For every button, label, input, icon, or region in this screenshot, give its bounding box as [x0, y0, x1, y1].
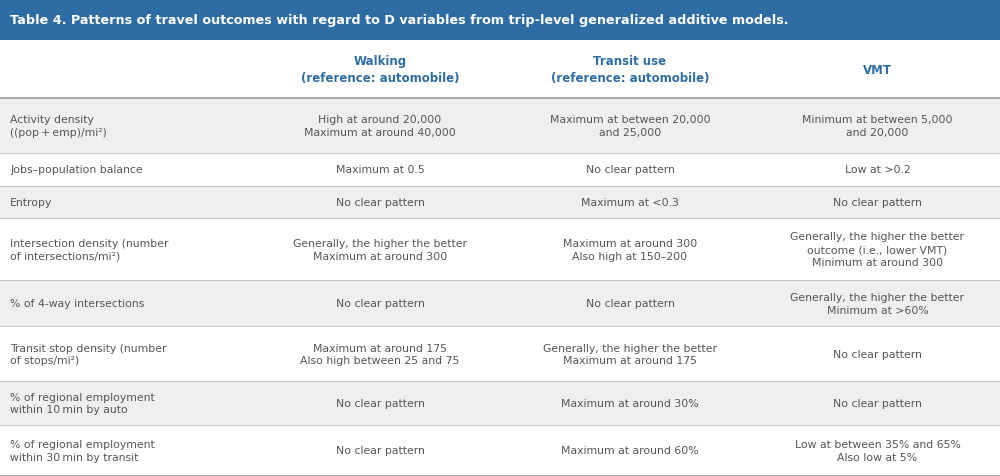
Text: % of regional employment
within 10 min by auto: % of regional employment within 10 min b…	[10, 392, 155, 415]
Text: Low at between 35% and 65%
Also low at 5%: Low at between 35% and 65% Also low at 5…	[795, 439, 960, 462]
Text: No clear pattern: No clear pattern	[586, 298, 674, 308]
Text: Transit use
(reference: automobile): Transit use (reference: automobile)	[551, 55, 709, 85]
Bar	[0, 327, 1000, 382]
Bar	[0, 187, 1000, 219]
Text: Maximum at around 30%: Maximum at around 30%	[561, 398, 699, 408]
Text: Generally, the higher the better
Maximum at around 300: Generally, the higher the better Maximum…	[293, 238, 467, 261]
Text: High at around 20,000
Maximum at around 40,000: High at around 20,000 Maximum at around …	[304, 115, 456, 138]
Text: Maximum at around 300
Also high at 150–200: Maximum at around 300 Also high at 150–2…	[563, 238, 697, 261]
Text: Generally, the higher the better
Maximum at around 175: Generally, the higher the better Maximum…	[543, 343, 717, 366]
Text: Transit stop density (number
of stops/mi²): Transit stop density (number of stops/mi…	[10, 343, 166, 366]
Bar	[0, 382, 1000, 425]
Text: Maximum at around 60%: Maximum at around 60%	[561, 446, 699, 456]
Text: No clear pattern: No clear pattern	[833, 398, 922, 408]
Text: No clear pattern: No clear pattern	[336, 398, 424, 408]
Bar	[0, 154, 1000, 187]
Text: Activity density
((pop + emp)/mi²): Activity density ((pop + emp)/mi²)	[10, 115, 107, 138]
Text: No clear pattern: No clear pattern	[336, 198, 424, 208]
Text: Minimum at between 5,000
and 20,000: Minimum at between 5,000 and 20,000	[802, 115, 953, 138]
Text: Maximum at 0.5: Maximum at 0.5	[336, 165, 424, 175]
Text: Table 4. Patterns of travel outcomes with regard to D variables from trip-level : Table 4. Patterns of travel outcomes wit…	[10, 14, 788, 27]
Bar	[0, 425, 1000, 476]
Bar	[0, 0, 1000, 41]
Text: No clear pattern: No clear pattern	[833, 349, 922, 359]
Text: Walking
(reference: automobile): Walking (reference: automobile)	[301, 55, 459, 85]
Text: No clear pattern: No clear pattern	[833, 198, 922, 208]
Text: Maximum at between 20,000
and 25,000: Maximum at between 20,000 and 25,000	[550, 115, 710, 138]
Text: Low at >0.2: Low at >0.2	[845, 165, 910, 175]
Text: Maximum at <0.3: Maximum at <0.3	[581, 198, 679, 208]
Bar	[0, 99, 1000, 154]
Text: No clear pattern: No clear pattern	[336, 446, 424, 456]
Text: Intersection density (number
of intersections/mi²): Intersection density (number of intersec…	[10, 238, 168, 261]
Text: Entropy: Entropy	[10, 198, 52, 208]
Text: Generally, the higher the better
Minimum at >60%: Generally, the higher the better Minimum…	[790, 292, 964, 315]
Text: Generally, the higher the better
outcome (i.e., lower VMT)
Minimum at around 300: Generally, the higher the better outcome…	[790, 232, 964, 268]
Text: No clear pattern: No clear pattern	[336, 298, 424, 308]
Bar	[0, 219, 1000, 280]
Bar	[0, 41, 1000, 99]
Bar	[0, 280, 1000, 327]
Text: No clear pattern: No clear pattern	[586, 165, 674, 175]
Text: % of 4-way intersections: % of 4-way intersections	[10, 298, 144, 308]
Text: % of regional employment
within 30 min by transit: % of regional employment within 30 min b…	[10, 439, 155, 462]
Text: VMT: VMT	[863, 63, 892, 77]
Text: Maximum at around 175
Also high between 25 and 75: Maximum at around 175 Also high between …	[300, 343, 460, 366]
Text: Jobs–population balance: Jobs–population balance	[10, 165, 143, 175]
